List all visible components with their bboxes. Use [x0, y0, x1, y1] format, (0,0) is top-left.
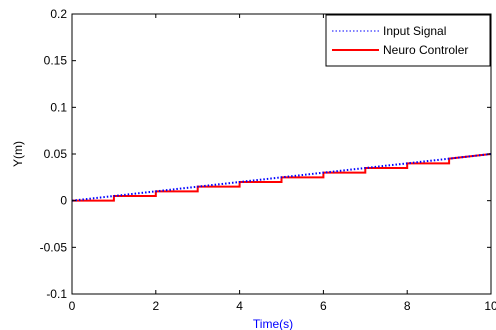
y-tick-label: 0.05	[44, 147, 68, 161]
x-axis-title: Time(s)	[253, 317, 293, 330]
x-tick-label: 2	[152, 299, 159, 313]
x-axis: 0 2 4 6 8 10	[69, 14, 496, 313]
legend-label-neuro-controler: Neuro Controler	[383, 43, 468, 57]
legend-label-input-signal: Input Signal	[383, 24, 446, 38]
legend-box	[325, 14, 491, 67]
series-layer	[71, 153, 492, 202]
y-tick-label: 0.1	[50, 100, 67, 114]
y-axis: -0.1 -0.05 0 0.05 0.1 0.15 0.2	[40, 7, 491, 301]
y-tick-label: 0.2	[50, 7, 67, 21]
y-tick-label: 0.15	[44, 54, 68, 68]
x-tick-label: 6	[320, 299, 327, 313]
y-tick-label: -0.1	[46, 287, 67, 301]
y-axis-title: Y(m)	[11, 141, 25, 167]
legend: Input Signal Neuro Controler	[325, 14, 491, 67]
x-tick-label: 10	[484, 299, 496, 313]
input-signal-series-line	[71, 153, 492, 202]
x-tick-label: 4	[236, 299, 243, 313]
y-tick-label: 0	[60, 194, 67, 208]
y-tick-label: -0.05	[40, 240, 68, 254]
x-tick-label: 8	[404, 299, 411, 313]
x-tick-label: 0	[69, 299, 76, 313]
